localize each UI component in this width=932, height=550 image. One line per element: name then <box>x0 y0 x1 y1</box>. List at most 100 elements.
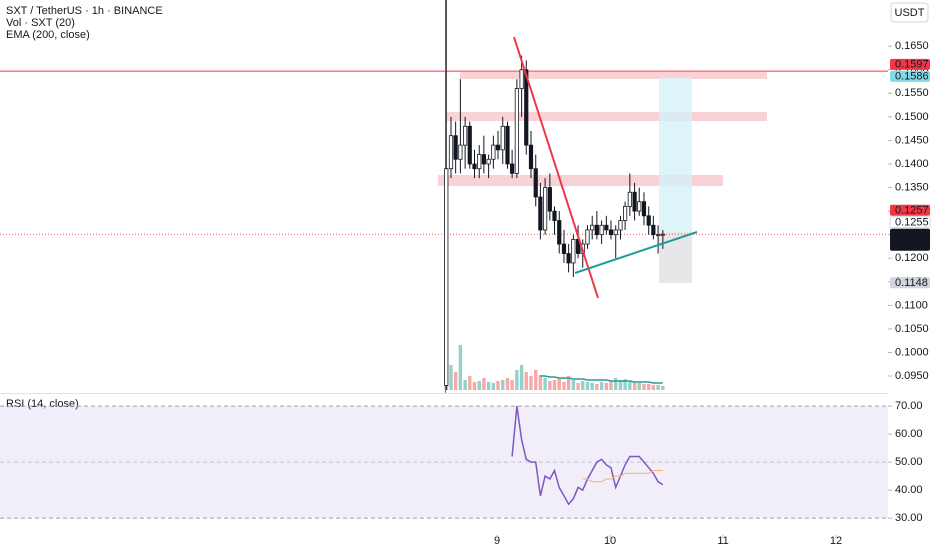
candle <box>618 215 623 240</box>
candle-body <box>566 253 571 264</box>
volume-bar <box>571 380 576 390</box>
candle <box>608 220 614 240</box>
candle <box>590 215 595 240</box>
rsi-tick-label: 30.00 <box>895 512 923 524</box>
candle-body <box>467 125 472 165</box>
volume-bar <box>486 382 491 390</box>
candle <box>561 229 567 263</box>
candle-body <box>514 88 519 174</box>
zone <box>446 112 767 121</box>
candle <box>627 173 632 216</box>
candle <box>500 116 505 164</box>
candle <box>651 215 656 240</box>
x-tick-label: 10 <box>604 535 616 547</box>
volume-bar <box>534 370 538 390</box>
y-tick-label: 0.1650 <box>895 40 929 52</box>
volume-bar <box>472 382 477 390</box>
candle <box>463 116 468 169</box>
volume-bar <box>538 375 543 390</box>
y-tick-label: 0.0950 <box>895 370 929 382</box>
y-tick-label: 0.1200 <box>895 252 929 264</box>
candle-body <box>524 69 529 146</box>
candle-body <box>463 125 468 146</box>
candle-body <box>453 135 458 160</box>
currency-box[interactable] <box>890 2 929 23</box>
zone <box>438 175 723 186</box>
candle <box>660 229 665 249</box>
volume-bar <box>604 383 609 390</box>
candle <box>557 211 562 254</box>
volume-bar <box>656 385 660 390</box>
volume-bar <box>599 382 604 390</box>
currency[interactable]: USDT <box>895 7 925 19</box>
rsi-tick-label: 50.00 <box>895 456 923 468</box>
price-label: 0.1255 <box>895 217 929 229</box>
x-tick-label: 9 <box>494 535 500 547</box>
volume-bar <box>557 378 561 390</box>
candle <box>599 220 604 245</box>
candle-body <box>613 229 618 236</box>
candle <box>458 79 463 174</box>
candle-body <box>543 187 548 231</box>
zone <box>460 72 767 79</box>
rsi-label: RSI (14, close) <box>6 398 79 410</box>
volume-bar <box>623 379 627 390</box>
volume-bar <box>642 384 646 390</box>
volume-bar <box>491 383 496 390</box>
volume-bar <box>609 381 613 390</box>
trendline <box>513 36 599 299</box>
volume-bar <box>562 382 566 390</box>
candle <box>632 182 637 221</box>
candle <box>637 187 642 216</box>
candle <box>453 121 458 174</box>
candle <box>510 149 515 179</box>
candle-body <box>486 158 491 165</box>
candle <box>505 121 510 169</box>
candle-body <box>604 224 609 231</box>
candle <box>491 135 496 169</box>
volume-bar <box>529 376 533 390</box>
volume-bar <box>477 381 481 390</box>
candle-body <box>458 144 463 160</box>
candle <box>514 79 519 179</box>
y-tick-label: 0.1450 <box>895 134 929 146</box>
candle <box>519 55 524 117</box>
countdown: 21:19 <box>895 239 923 251</box>
price-label-box <box>890 277 930 289</box>
volume-bar <box>548 381 552 390</box>
volume-bar <box>449 365 453 390</box>
y-tick-label: 0.1550 <box>895 87 929 99</box>
candle <box>547 173 552 221</box>
price-label-box <box>890 58 930 70</box>
candle <box>552 206 557 235</box>
indicator-label: Vol · SXT (20) <box>6 17 75 29</box>
volume-bar <box>585 382 590 390</box>
y-tick-label: 0.1100 <box>895 299 928 311</box>
volume-bar <box>524 372 528 390</box>
volume-bar <box>505 378 510 390</box>
volume-bar <box>458 345 463 390</box>
y-tick-label: 0.1400 <box>895 158 929 170</box>
candle-body <box>547 187 552 212</box>
volume-bar <box>510 380 514 390</box>
volume-bar <box>468 376 472 390</box>
volume-bar <box>590 383 594 390</box>
candle-body <box>561 243 567 254</box>
candle-body <box>538 196 543 231</box>
price-label: 0.1586 <box>895 71 929 83</box>
position-stop <box>659 232 692 283</box>
volume-bar <box>632 382 637 390</box>
candle <box>481 135 486 174</box>
candle <box>571 234 576 278</box>
candle <box>641 192 647 226</box>
volume-bar <box>637 383 641 390</box>
candle-body <box>627 191 632 207</box>
candle <box>538 182 543 240</box>
candle-body <box>510 163 515 174</box>
candle-body <box>557 220 562 245</box>
volume-bar <box>581 381 585 390</box>
x-tick-label: 12 <box>830 535 842 547</box>
volume-bar <box>463 380 467 390</box>
candle-body <box>533 168 538 198</box>
